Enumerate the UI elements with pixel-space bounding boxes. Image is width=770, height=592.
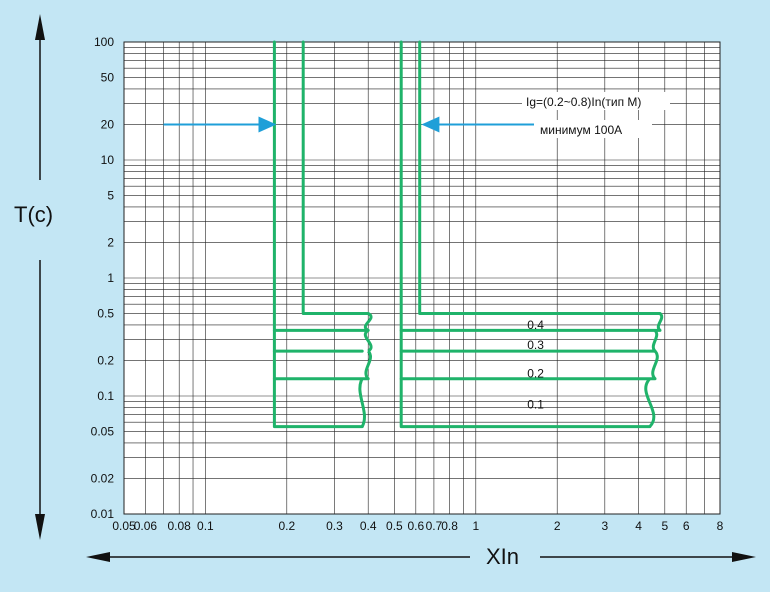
x-tick-label: 1 [472, 519, 479, 533]
y-tick-label: 0.2 [97, 353, 114, 367]
x-tick-label: 5 [661, 519, 668, 533]
x-tick-label: 2 [554, 519, 561, 533]
y-axis-arrowhead-up [35, 14, 45, 40]
right-wave-0-1 [644, 377, 656, 428]
x-tick-label: 3 [601, 519, 608, 533]
x-axis-title: XIn [486, 544, 519, 569]
x-tick-label: 0.5 [386, 519, 403, 533]
x-axis-arrowhead-left [86, 552, 110, 562]
x-tick-label: 4 [635, 519, 642, 533]
annotation-box-2 [534, 120, 652, 138]
left-wave-0-1 [358, 378, 366, 428]
annotation-group: Ig=(0.2~0.8)In(тип M) минимум 100A [522, 92, 670, 138]
y-tick-label: 100 [94, 35, 114, 49]
y-tick-label: 2 [107, 235, 114, 249]
left-wave-0-2 [364, 350, 372, 380]
y-tick-label: 50 [101, 71, 115, 85]
delay-label-0.4: 0.4 [527, 318, 544, 332]
tick-labels: 0.050.06 0.08 0.1 0.2 0.3 0.4 0.5 0.6 0.70.8 1 2 3 4… [91, 35, 724, 533]
right-wave-0-4 [656, 312, 664, 332]
left-wave-0-3 [363, 329, 373, 353]
plot-border [123, 41, 721, 515]
annotation-box-1 [522, 92, 670, 110]
y-tick-label: 0.5 [97, 307, 114, 321]
annotation-line-2: минимум 100A [540, 123, 622, 137]
right-wave-0-2 [651, 350, 659, 380]
x-tick-label: 0.6 [407, 519, 424, 533]
x-tick-label: 0.06 [134, 519, 158, 533]
trip-curve-1 [272, 40, 364, 429]
x-tick-label: 8 [717, 519, 724, 533]
x-tick-label: 6 [683, 519, 690, 533]
x-tick-label: 0.08 [168, 519, 192, 533]
y-tick-label: 0.1 [97, 389, 114, 403]
y-tick-label: 0.01 [91, 507, 115, 521]
x-tick-label: 0.8 [441, 519, 458, 533]
x-axis-arrowhead-right [732, 552, 756, 562]
left-wave-0-4 [363, 312, 373, 332]
trip-curve-3 [399, 40, 652, 429]
right-wave-0-3 [651, 329, 659, 353]
x-tick-label: 0.3 [326, 519, 343, 533]
y-tick-label: 1 [107, 271, 114, 285]
x-tick-label: 0.4 [360, 519, 377, 533]
x-tick-label: 0.2 [278, 519, 295, 533]
delay-label-0.1: 0.1 [527, 397, 544, 411]
y-axis-arrowhead-down [35, 514, 45, 540]
x-tick-label: 0.05 [112, 519, 136, 533]
delay-label-0.2: 0.2 [527, 367, 544, 381]
x-tick-label: 0.1 [197, 519, 214, 533]
y-tick-label: 0.05 [91, 425, 115, 439]
trip-curves: 0.4 0.3 0.2 0.1 [272, 40, 664, 429]
y-tick-label: 5 [107, 189, 114, 203]
axis-decorations [35, 14, 756, 562]
trip-curve-4 [418, 40, 662, 315]
annotation-line-1: Ig=(0.2~0.8)In(тип M) [526, 95, 641, 109]
x-tick-label: 0.7 [426, 519, 443, 533]
y-tick-label: 0.02 [91, 471, 115, 485]
y-tick-label: 20 [101, 117, 115, 131]
y-tick-label: 10 [101, 153, 115, 167]
y-axis-title: T(c) [14, 202, 53, 227]
delay-label-0.3: 0.3 [527, 338, 544, 352]
trip-curve-2 [301, 40, 370, 315]
